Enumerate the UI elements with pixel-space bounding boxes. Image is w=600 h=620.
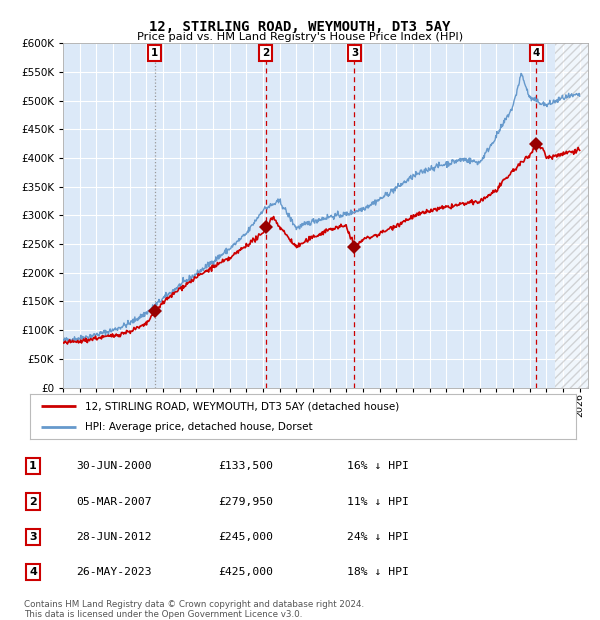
- Text: 18% ↓ HPI: 18% ↓ HPI: [347, 567, 409, 577]
- Text: Contains HM Land Registry data © Crown copyright and database right 2024.
This d: Contains HM Land Registry data © Crown c…: [24, 600, 364, 619]
- Text: HPI: Average price, detached house, Dorset: HPI: Average price, detached house, Dors…: [85, 422, 312, 432]
- Text: £425,000: £425,000: [218, 567, 274, 577]
- Text: 16% ↓ HPI: 16% ↓ HPI: [347, 461, 409, 471]
- Text: 1: 1: [151, 48, 158, 58]
- Text: 11% ↓ HPI: 11% ↓ HPI: [347, 497, 409, 507]
- Text: 12, STIRLING ROAD, WEYMOUTH, DT3 5AY: 12, STIRLING ROAD, WEYMOUTH, DT3 5AY: [149, 20, 451, 34]
- Text: 3: 3: [29, 532, 37, 542]
- Text: £245,000: £245,000: [218, 532, 274, 542]
- Text: 2: 2: [29, 497, 37, 507]
- Text: 30-JUN-2000: 30-JUN-2000: [76, 461, 152, 471]
- Text: 4: 4: [29, 567, 37, 577]
- Text: 12, STIRLING ROAD, WEYMOUTH, DT3 5AY (detached house): 12, STIRLING ROAD, WEYMOUTH, DT3 5AY (de…: [85, 401, 399, 412]
- Text: 05-MAR-2007: 05-MAR-2007: [76, 497, 152, 507]
- Text: 24% ↓ HPI: 24% ↓ HPI: [347, 532, 409, 542]
- Text: 4: 4: [533, 48, 540, 58]
- Text: 2: 2: [262, 48, 269, 58]
- Text: £279,950: £279,950: [218, 497, 274, 507]
- Text: Price paid vs. HM Land Registry's House Price Index (HPI): Price paid vs. HM Land Registry's House …: [137, 32, 463, 42]
- Text: 28-JUN-2012: 28-JUN-2012: [76, 532, 152, 542]
- Text: 3: 3: [351, 48, 358, 58]
- Text: 1: 1: [29, 461, 37, 471]
- Text: £133,500: £133,500: [218, 461, 274, 471]
- Text: 26-MAY-2023: 26-MAY-2023: [76, 567, 152, 577]
